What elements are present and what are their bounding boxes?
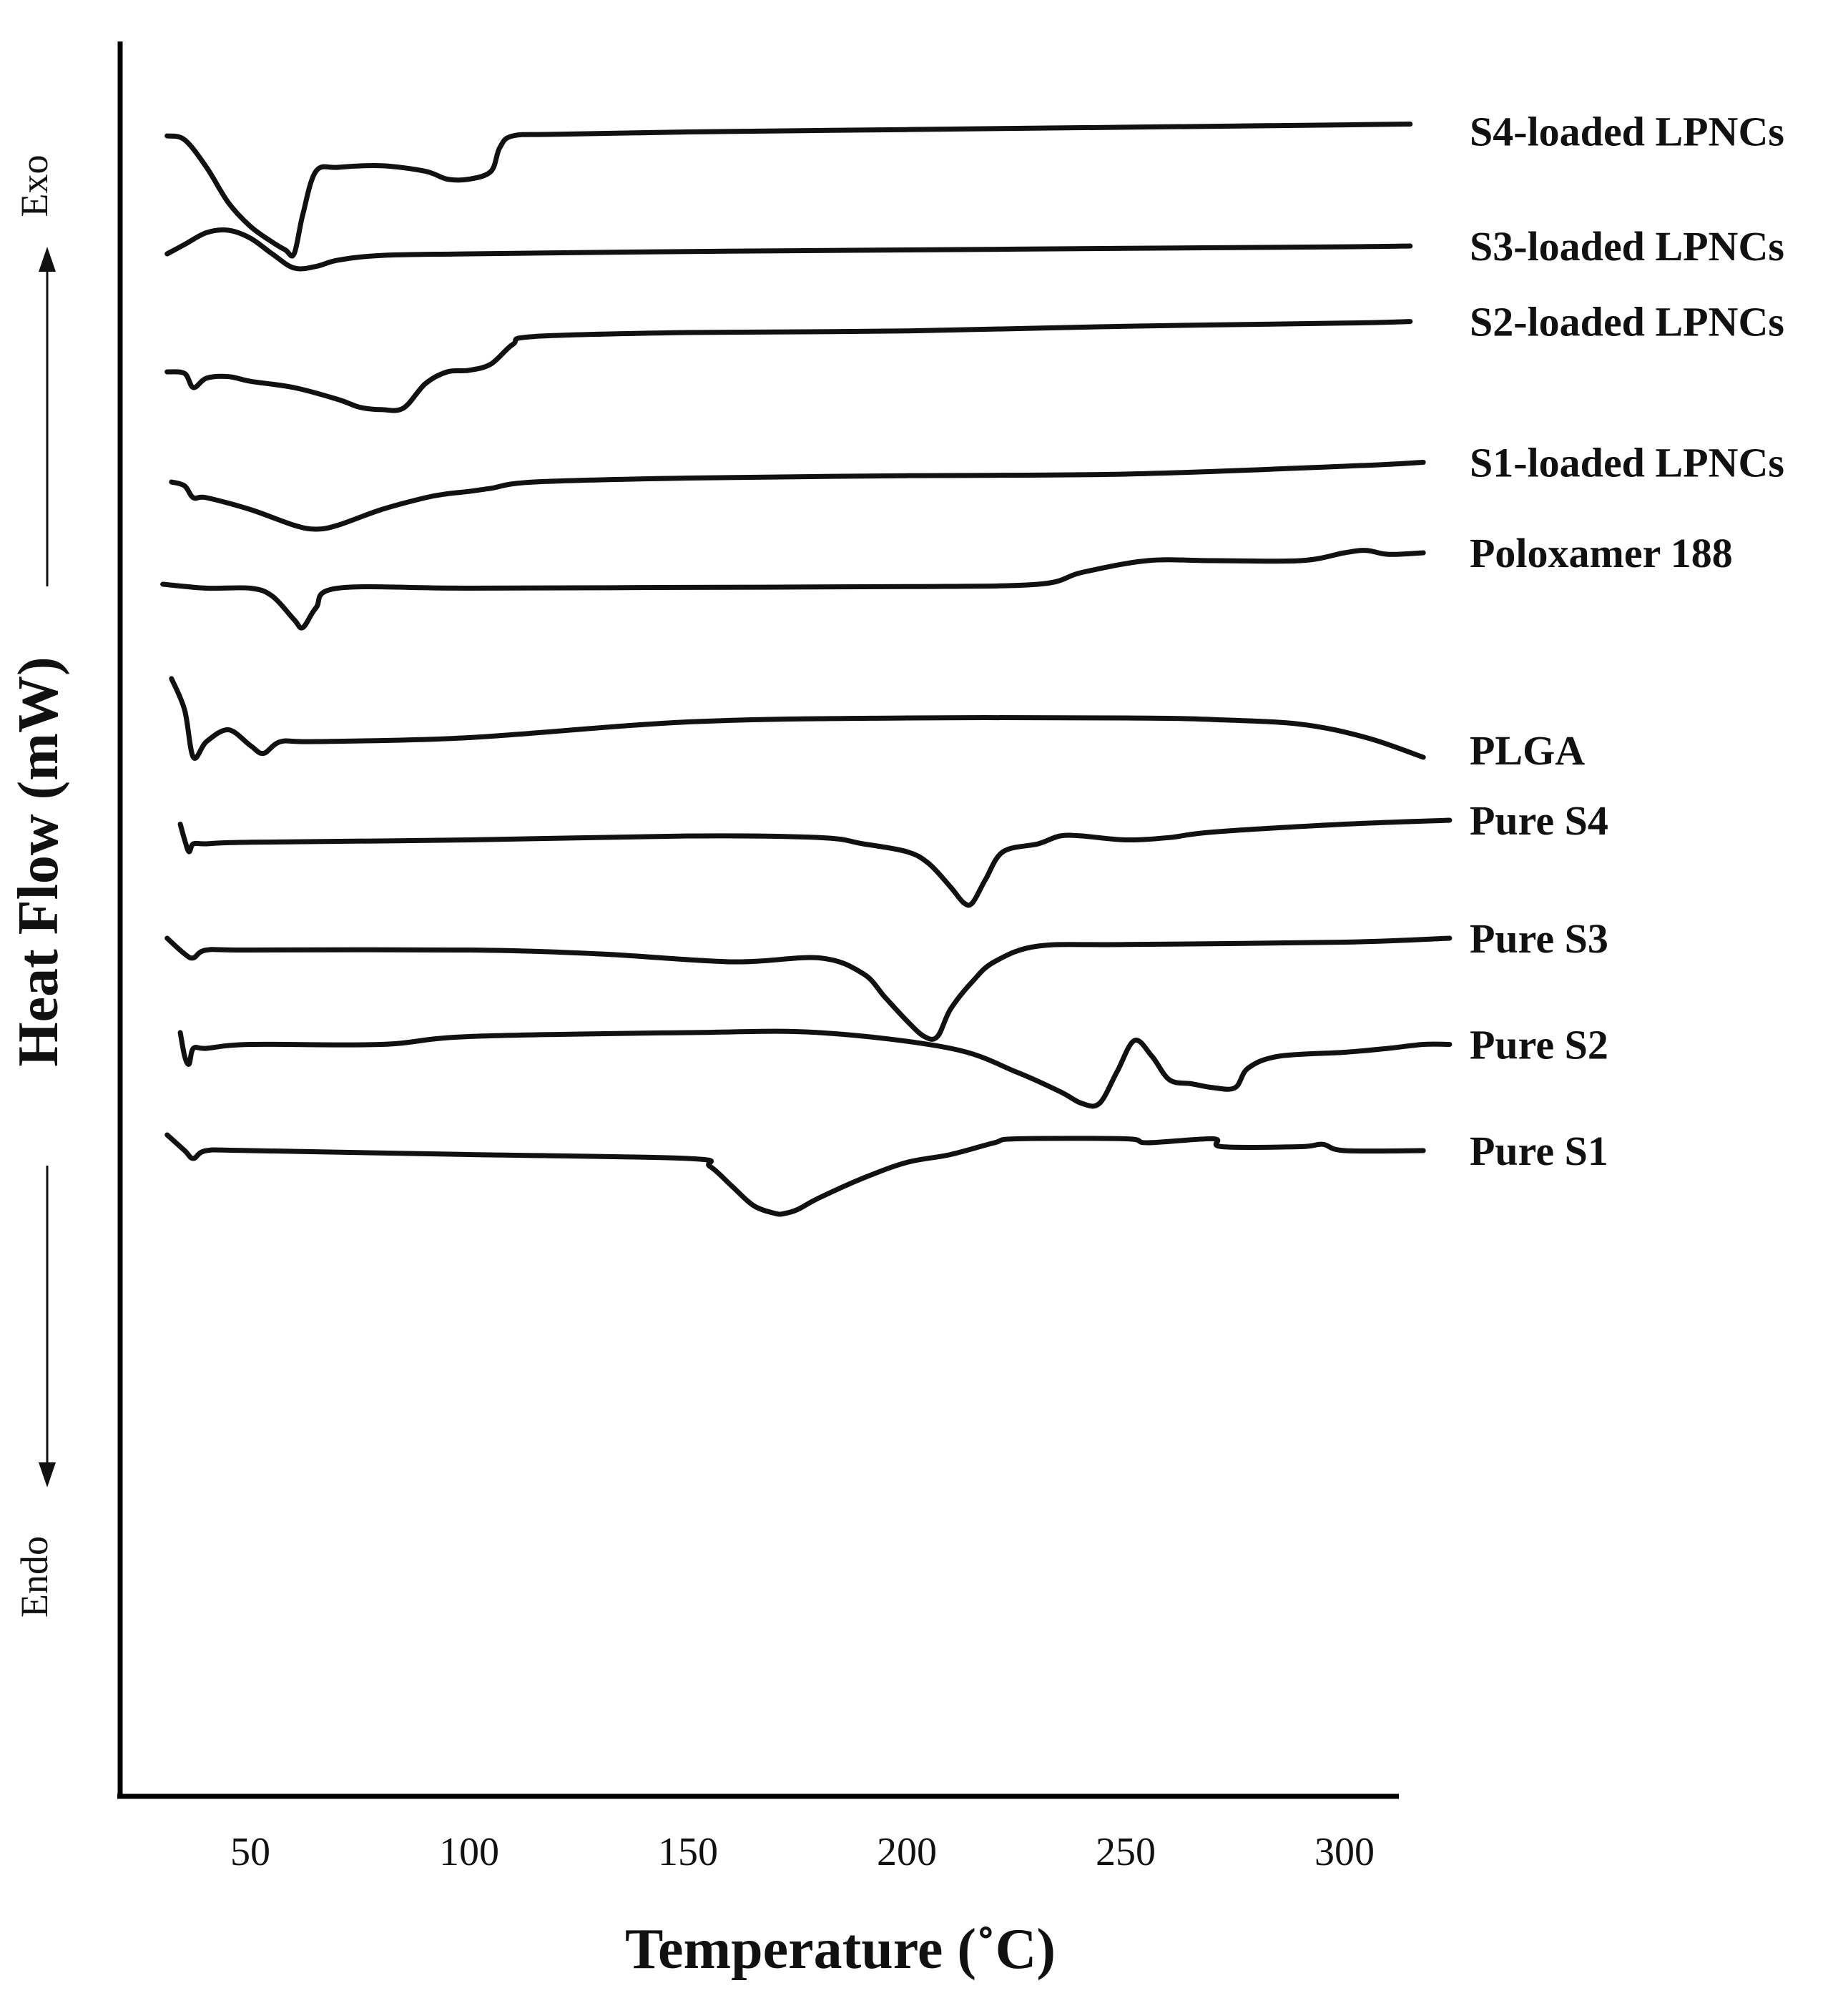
series-label-pure-s3: Pure S3	[1470, 915, 1608, 962]
series-label-s1-loaded-lpncs: S1-loaded LPNCs	[1470, 440, 1784, 486]
x-tick-labels: 50 100 150 200 250 300	[230, 1830, 1375, 1874]
exo-label: Exo	[13, 155, 56, 217]
series-label-pure-s1: Pure S1	[1470, 1128, 1608, 1174]
curve-pure-s3	[164, 935, 1453, 1042]
curve-s4-loaded-lpncs	[164, 122, 1413, 259]
curve-pure-s2	[177, 1028, 1453, 1109]
curve-plga	[169, 676, 1426, 761]
series-label-s2-loaded-lpncs: S2-loaded LPNCs	[1470, 299, 1784, 345]
curve-pure-s1	[164, 1132, 1426, 1217]
x-axis-label: Temperature (˚C)	[625, 1918, 1056, 1981]
curve-pure-s4	[177, 817, 1453, 908]
x-tick-label: 200	[877, 1830, 937, 1874]
curve-s1-loaded-lpncs	[169, 460, 1426, 532]
series-label-s3-loaded-lpncs: S3-loaded LPNCs	[1470, 223, 1784, 270]
x-tick-label: 150	[658, 1830, 718, 1874]
endo-label: Endo	[13, 1536, 56, 1618]
x-tick-label: 50	[230, 1830, 270, 1874]
series-label-poloxamer-188: Poloxamer 188	[1470, 530, 1733, 576]
series-curves	[160, 122, 1453, 1217]
series-label-pure-s2: Pure S2	[1470, 1022, 1608, 1068]
curve-s3-loaded-lpncs	[164, 227, 1413, 272]
x-tick-label: 300	[1314, 1830, 1375, 1874]
series-labels: S4-loaded LPNCs S3-loaded LPNCs S2-loaded …	[1470, 109, 1784, 1175]
x-tick-label: 100	[439, 1830, 499, 1874]
exo-arrow-head-icon	[39, 247, 56, 272]
curve-s2-loaded-lpncs	[164, 319, 1413, 413]
series-label-pure-s4: Pure S4	[1470, 797, 1608, 844]
series-label-plga: PLGA	[1470, 727, 1585, 774]
x-tick-label: 250	[1096, 1830, 1156, 1874]
curve-poloxamer-188	[160, 548, 1426, 631]
y-axis-label: Heat Flow (mW)	[7, 656, 70, 1066]
series-label-s4-loaded-lpncs: S4-loaded LPNCs	[1470, 109, 1784, 155]
endo-arrow-head-icon	[39, 1462, 56, 1487]
